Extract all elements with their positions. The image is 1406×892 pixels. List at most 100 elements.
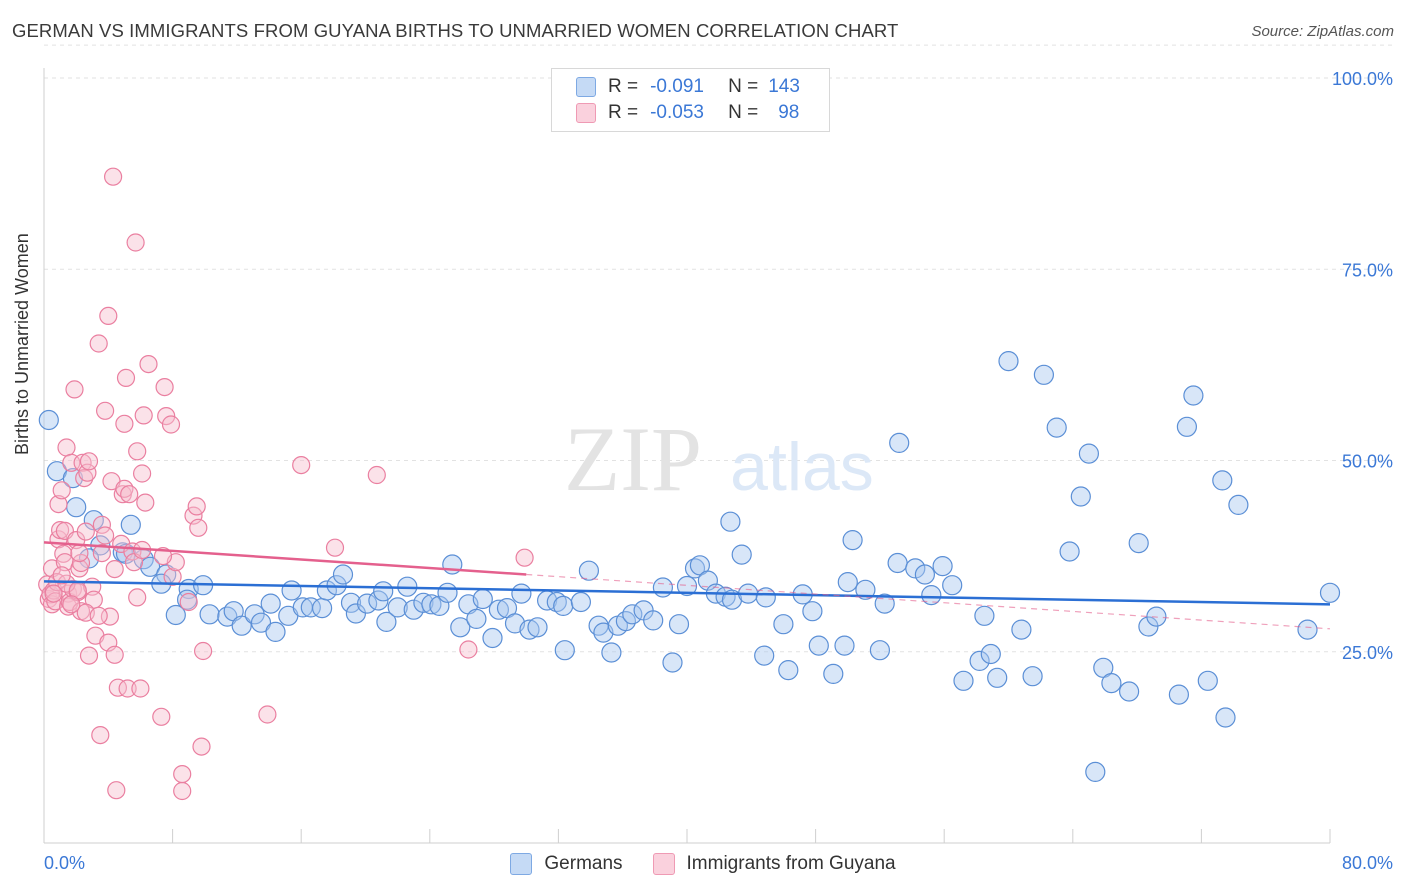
data-point — [38, 409, 59, 431]
data-point — [115, 479, 134, 498]
x-max-label: 80.0% — [1342, 853, 1393, 873]
data-point — [265, 621, 286, 643]
data-point — [1212, 470, 1233, 491]
source-credit: Source: ZipAtlas.com — [1251, 23, 1394, 40]
data-point — [905, 558, 926, 579]
data-point — [837, 571, 858, 593]
data-point — [155, 378, 174, 397]
data-point — [153, 546, 173, 566]
series-legend: Germans Immigrants from Guyana — [0, 851, 1406, 877]
data-point — [980, 643, 1001, 665]
y-axis-label: Births to Unmarried Women — [12, 233, 32, 455]
data-point — [49, 495, 68, 514]
data-point — [1022, 666, 1043, 687]
data-point — [421, 594, 442, 615]
guyana-swatch — [652, 853, 675, 875]
guyana-trend-extension — [526, 573, 1331, 630]
data-point — [697, 570, 719, 591]
legend-n-value: 143 — [768, 76, 800, 97]
data-point — [1319, 582, 1341, 603]
data-point — [92, 515, 112, 534]
data-point — [527, 617, 548, 638]
data-point — [974, 605, 995, 626]
legend-r-value: -0.053 — [650, 102, 704, 123]
data-point — [622, 604, 643, 625]
legend-item-germans[interactable]: Germans — [510, 851, 623, 877]
legend-label-guyana: Immigrants from Guyana — [686, 853, 896, 874]
data-point — [128, 442, 147, 461]
data-point — [107, 781, 126, 800]
data-point — [357, 593, 378, 614]
data-point — [987, 667, 1008, 688]
data-point — [1118, 681, 1140, 702]
data-point — [387, 597, 408, 618]
data-point — [79, 452, 99, 471]
data-point — [1215, 707, 1236, 728]
data-point — [731, 544, 752, 565]
data-point — [1011, 619, 1032, 640]
data-point — [134, 406, 153, 425]
data-point — [187, 497, 206, 516]
data-point — [998, 351, 1019, 372]
data-point — [643, 610, 664, 631]
data-point — [161, 415, 181, 434]
data-point — [118, 679, 137, 698]
data-point — [953, 670, 974, 691]
tick-labels: 0.0% 80.0% 100.0% 75.0% 50.0% 25.0% — [44, 69, 1393, 873]
trend-lines — [43, 541, 1331, 630]
data-point — [802, 601, 823, 622]
data-point — [482, 627, 503, 649]
data-point — [52, 566, 71, 585]
data-point — [1297, 619, 1318, 640]
data-point — [65, 380, 84, 399]
data-point — [668, 614, 690, 635]
data-point — [163, 567, 182, 586]
data-point — [1033, 364, 1055, 385]
data-point — [89, 606, 108, 625]
legend-swatch-pink — [576, 103, 596, 123]
data-point — [231, 615, 252, 636]
data-point — [373, 581, 394, 602]
data-point — [108, 678, 128, 697]
data-point — [89, 334, 108, 353]
data-point — [368, 590, 389, 611]
data-point — [1070, 486, 1091, 507]
data-point — [152, 707, 171, 726]
data-point — [332, 564, 354, 585]
germans-points — [38, 351, 1341, 783]
data-point — [570, 591, 592, 613]
data-point — [189, 518, 208, 537]
data-point — [95, 526, 115, 545]
data-point — [340, 592, 362, 613]
data-point — [66, 497, 87, 518]
data-point — [367, 465, 386, 485]
legend-r-key: R = — [608, 102, 639, 123]
watermark: ZIP atlas — [564, 408, 874, 510]
data-point — [515, 548, 534, 567]
data-point — [554, 640, 575, 661]
legend-n-key: N = — [728, 76, 759, 97]
data-point — [120, 514, 141, 535]
data-point — [281, 580, 302, 601]
legend-item-guyana[interactable]: Immigrants from Guyana — [652, 851, 896, 877]
data-point — [578, 560, 600, 581]
legend-row-germans: R = -0.091 N = 143 — [576, 75, 800, 99]
legend-row-guyana: R = -0.053 N = 98 — [576, 101, 799, 125]
germans-swatch — [510, 853, 533, 875]
data-point — [601, 642, 622, 663]
data-point — [969, 650, 990, 672]
data-point — [73, 453, 92, 472]
data-point — [376, 611, 397, 633]
data-point — [1059, 541, 1080, 562]
data-point — [126, 233, 145, 252]
data-point — [131, 679, 150, 698]
data-point — [52, 481, 71, 500]
legend-label-germans: Germans — [544, 853, 623, 874]
data-point — [192, 737, 211, 756]
gridlines — [44, 44, 1393, 653]
data-point — [942, 575, 963, 596]
data-point — [116, 368, 136, 387]
data-point — [115, 414, 134, 433]
data-point — [133, 464, 152, 483]
data-point — [75, 469, 94, 488]
